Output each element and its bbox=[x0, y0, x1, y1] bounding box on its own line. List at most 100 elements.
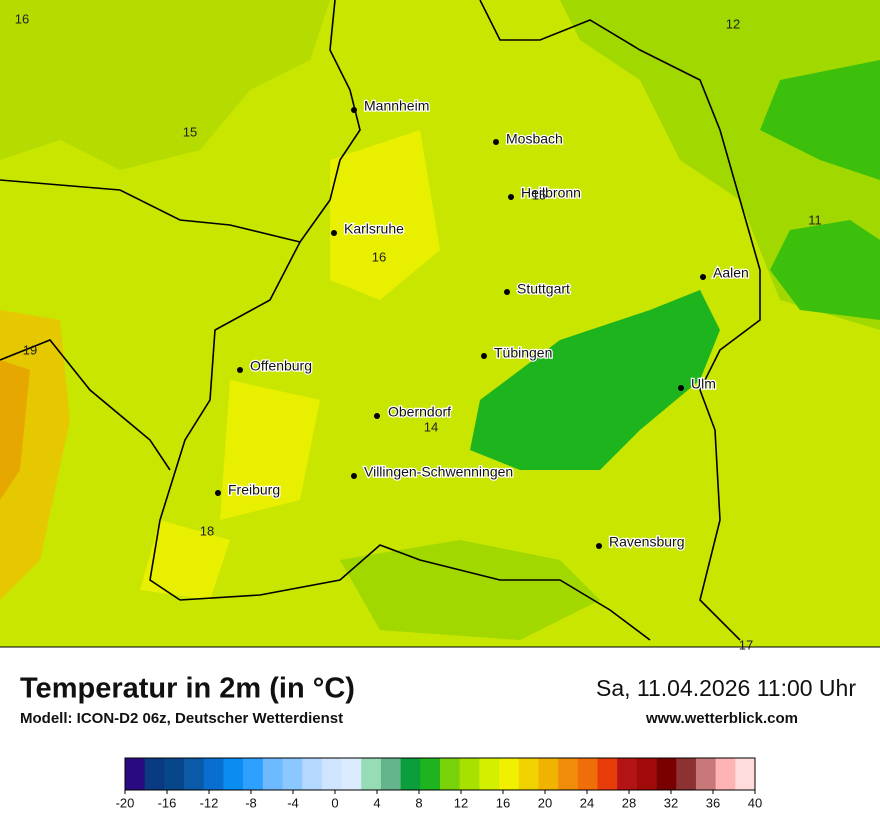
colorbar-tick-label: -20 bbox=[116, 795, 135, 810]
colorbar-swatch bbox=[538, 758, 559, 790]
city-marker bbox=[596, 543, 602, 549]
temperature-label: 19 bbox=[23, 342, 37, 357]
colorbar-swatch bbox=[243, 758, 264, 790]
map bbox=[0, 0, 880, 647]
terrain bbox=[470, 290, 720, 470]
city-label: Freiburg bbox=[228, 482, 280, 498]
colorbar-tick-label: 24 bbox=[580, 795, 594, 810]
colorbar-frame bbox=[124, 757, 756, 791]
colorbar-tick-label: 12 bbox=[454, 795, 468, 810]
colorbar-swatch bbox=[459, 758, 480, 790]
temperature-label: 15 bbox=[532, 187, 546, 202]
colorbar-tick-label: -16 bbox=[158, 795, 177, 810]
city-marker bbox=[331, 230, 337, 236]
colorbar-tick-label: 16 bbox=[496, 795, 510, 810]
city-marker bbox=[237, 367, 243, 373]
city-label: Mannheim bbox=[364, 98, 429, 114]
temperature-label: 15 bbox=[183, 124, 197, 139]
city-label: Offenburg bbox=[250, 358, 312, 374]
colorbar-swatch bbox=[144, 758, 165, 790]
date: Sa, 11.04.2026 11:00 Uhr bbox=[596, 675, 856, 701]
colorbar-swatch bbox=[302, 758, 323, 790]
colorbar-swatch bbox=[361, 758, 382, 790]
temperature-label: 16 bbox=[15, 11, 29, 26]
colorbar-swatch bbox=[262, 758, 283, 790]
colorbar-swatch bbox=[125, 758, 145, 790]
website[interactable]: www.wetterblick.com bbox=[645, 710, 798, 727]
colorbar-tick-label: 4 bbox=[373, 795, 380, 810]
city-label: Aalen bbox=[713, 265, 749, 281]
colorbar-swatch bbox=[735, 758, 756, 790]
city-marker bbox=[374, 413, 380, 419]
colorbar-tick-label: 20 bbox=[538, 795, 552, 810]
city-marker bbox=[678, 385, 684, 391]
temperature-labels: 16 12 15 15 11 16 19 14 18 17 bbox=[15, 11, 822, 652]
temperature-label: 18 bbox=[200, 523, 214, 538]
city-marker bbox=[351, 473, 357, 479]
city-marker bbox=[493, 139, 499, 145]
terrain bbox=[0, 360, 30, 500]
city-label: Ravensburg bbox=[609, 534, 685, 550]
colorbar-swatch bbox=[321, 758, 342, 790]
colorbar-tick-label: 40 bbox=[748, 795, 762, 810]
city-label: Mosbach bbox=[506, 131, 563, 147]
temperature-label: 16 bbox=[372, 249, 386, 264]
colorbar-swatch bbox=[420, 758, 441, 790]
colorbar-swatch bbox=[282, 758, 303, 790]
temperature-label: 12 bbox=[726, 16, 740, 31]
colorbar-swatch bbox=[341, 758, 362, 790]
colorbar-tick-label: 32 bbox=[664, 795, 678, 810]
colorbar-swatch bbox=[380, 758, 401, 790]
colorbar-swatch bbox=[558, 758, 579, 790]
subtitle: Modell: ICON-D2 06z, Deutscher Wetterdie… bbox=[20, 710, 343, 727]
city-marker bbox=[504, 289, 510, 295]
city-label: Tübingen bbox=[494, 345, 552, 361]
city-labels: Mannheim Mosbach Heilbronn Karlsruhe Stu… bbox=[215, 96, 750, 551]
city-label: Heilbronn bbox=[521, 185, 581, 201]
colorbar-swatch bbox=[223, 758, 244, 790]
colorbar-tick-label: 36 bbox=[706, 795, 720, 810]
colorbar-swatch bbox=[518, 758, 539, 790]
city-marker bbox=[351, 107, 357, 113]
colorbar-swatch bbox=[636, 758, 657, 790]
colorbar-swatch bbox=[617, 758, 638, 790]
city-label: Stuttgart bbox=[517, 281, 570, 297]
temperature-label: 17 bbox=[739, 637, 753, 652]
colorbar-swatch bbox=[184, 758, 205, 790]
colorbar-tick-label: 28 bbox=[622, 795, 636, 810]
colorbar-swatch bbox=[577, 758, 598, 790]
colorbar-swatch bbox=[479, 758, 500, 790]
colorbar-swatch bbox=[203, 758, 224, 790]
city-marker bbox=[508, 194, 514, 200]
city-label: Oberndorf bbox=[388, 404, 451, 420]
city-marker bbox=[700, 274, 706, 280]
colorbar-tick-label: -4 bbox=[287, 795, 299, 810]
city-label: Karlsruhe bbox=[344, 221, 404, 237]
colorbar-tick-label: -12 bbox=[200, 795, 219, 810]
city-label: Ulm bbox=[691, 376, 716, 392]
terrain bbox=[340, 540, 600, 640]
colorbar-swatch bbox=[656, 758, 677, 790]
colorbar-swatch bbox=[400, 758, 421, 790]
city-marker bbox=[481, 353, 487, 359]
colorbar-swatch bbox=[695, 758, 716, 790]
colorbar-swatch bbox=[676, 758, 697, 790]
colorbar-tick-label: -8 bbox=[245, 795, 257, 810]
city-marker bbox=[215, 490, 221, 496]
terrain bbox=[0, 0, 330, 170]
terrain bbox=[140, 130, 440, 600]
colorbar-swatch bbox=[440, 758, 460, 790]
terrain bbox=[760, 60, 880, 320]
city-label: Villingen-Schwenningen bbox=[364, 464, 513, 480]
colorbar-tick-label: 8 bbox=[415, 795, 422, 810]
colorbar-swatch bbox=[164, 758, 185, 790]
borders bbox=[0, 0, 761, 641]
colorbar-swatch bbox=[597, 758, 618, 790]
colorbar-swatch bbox=[715, 758, 736, 790]
title: Temperatur in 2m (in °C) bbox=[20, 673, 355, 705]
colorbar-tick-label: 0 bbox=[331, 795, 338, 810]
colorbar: -20 -16 -12 -8 -4 0 4 8 12 16 20 24 28 32 36 40 bbox=[116, 757, 762, 810]
temperature-label: 14 bbox=[424, 419, 438, 434]
